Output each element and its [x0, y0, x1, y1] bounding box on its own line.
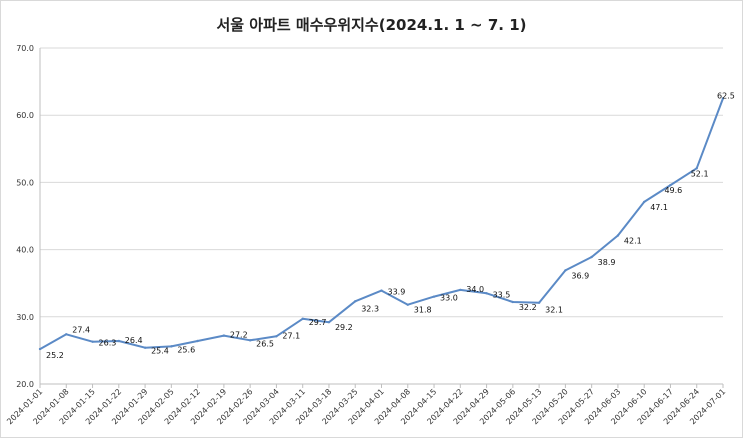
data-point — [170, 345, 173, 348]
data-label: 52.1 — [691, 169, 709, 178]
data-label: 27.1 — [282, 331, 300, 340]
data-point — [248, 339, 252, 342]
data-point — [91, 340, 94, 343]
data-point — [695, 167, 698, 170]
data-point — [642, 200, 646, 204]
data-point — [196, 339, 199, 343]
data-point — [669, 183, 672, 187]
data-point — [327, 320, 331, 324]
data-label: 26.3 — [99, 339, 117, 348]
data-point — [432, 295, 436, 298]
data-point — [143, 346, 147, 349]
data-point — [485, 292, 488, 295]
data-point — [564, 269, 567, 272]
data-label: 31.8 — [414, 306, 432, 315]
data-point — [38, 347, 42, 351]
data-point — [65, 333, 68, 336]
data-label: 26.5 — [256, 339, 274, 348]
y-tick-label: 60.0 — [16, 111, 34, 120]
data-label: 42.1 — [624, 236, 642, 245]
y-tick-label: 40.0 — [16, 246, 34, 255]
data-label: 38.9 — [598, 258, 616, 267]
data-point — [406, 303, 409, 306]
data-point — [222, 334, 226, 337]
data-point — [354, 300, 357, 303]
data-point — [275, 335, 278, 338]
data-point — [537, 301, 541, 304]
data-point — [380, 289, 383, 292]
data-label: 33.9 — [388, 288, 406, 297]
x-tick-labels: 2024-01-012024-01-082024-01-152024-01-22… — [5, 387, 727, 426]
data-label: 33.5 — [493, 290, 511, 299]
y-tick-label: 70.0 — [16, 44, 34, 53]
data-label: 34.0 — [466, 285, 484, 294]
data-point — [721, 97, 725, 100]
data-point — [590, 255, 593, 259]
chart-title: 서울 아파트 매수우위지수(2024.1. 1 ~ 7. 1) — [216, 16, 527, 34]
data-label: 49.6 — [664, 186, 682, 195]
series-line — [39, 98, 724, 350]
data-label: 25.4 — [151, 347, 169, 356]
y-tick-label: 50.0 — [16, 178, 34, 187]
data-labels: 25.2 27.4 26.3 26.4 25.4 25.6 27.2 26.5 27.1 29.7… — [46, 91, 735, 360]
y-tick-labels: 20.0 30.0 40.0 50.0 60.0 70.0 — [16, 44, 34, 389]
data-label: 27.2 — [230, 331, 248, 340]
gridlines — [40, 47, 723, 385]
data-label: 36.9 — [571, 271, 589, 280]
data-point — [301, 317, 304, 321]
data-label: 47.1 — [650, 203, 668, 212]
y-tick-label: 30.0 — [16, 313, 34, 322]
data-point — [616, 234, 620, 237]
data-label: 29.2 — [335, 323, 353, 332]
axes — [39, 48, 724, 388]
y-tick-label: 20.0 — [16, 380, 34, 389]
data-label: 32.2 — [519, 303, 537, 312]
data-label: 27.4 — [72, 325, 90, 334]
data-point — [511, 300, 515, 304]
data-label: 33.0 — [440, 294, 458, 303]
series-line-group — [38, 97, 725, 351]
data-label: 29.7 — [309, 318, 327, 327]
data-label: 25.2 — [46, 351, 64, 360]
data-point — [117, 339, 121, 343]
data-point — [459, 288, 462, 292]
data-label: 32.1 — [545, 306, 563, 315]
data-label: 62.5 — [717, 91, 735, 100]
data-label: 26.4 — [125, 336, 143, 345]
data-label: 25.6 — [177, 345, 195, 354]
data-label: 32.3 — [361, 304, 379, 313]
